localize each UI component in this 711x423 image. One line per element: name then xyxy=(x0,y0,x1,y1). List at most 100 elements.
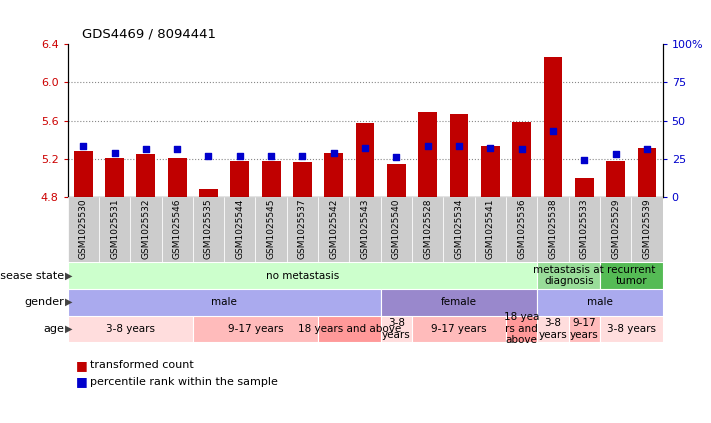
Text: GSM1025535: GSM1025535 xyxy=(204,199,213,259)
Point xyxy=(359,145,371,151)
Bar xyxy=(318,197,349,262)
Bar xyxy=(600,262,663,289)
Point xyxy=(140,146,151,153)
Bar xyxy=(68,289,381,316)
Point xyxy=(109,149,120,156)
Bar xyxy=(638,148,656,197)
Point xyxy=(77,143,89,150)
Text: 18 years and above: 18 years and above xyxy=(298,324,401,334)
Bar xyxy=(569,316,600,342)
Bar xyxy=(412,316,506,342)
Bar xyxy=(538,316,569,342)
Bar xyxy=(168,158,186,197)
Text: age: age xyxy=(43,324,64,334)
Bar xyxy=(418,112,437,197)
Text: GDS4469 / 8094441: GDS4469 / 8094441 xyxy=(82,27,215,40)
Text: 3-8
years: 3-8 years xyxy=(539,318,567,340)
Text: GSM1025546: GSM1025546 xyxy=(173,199,182,259)
Text: ▶: ▶ xyxy=(65,297,73,307)
Text: GSM1025536: GSM1025536 xyxy=(517,199,526,259)
Bar xyxy=(68,316,193,342)
Bar xyxy=(130,197,161,262)
Text: GSM1025530: GSM1025530 xyxy=(79,199,87,259)
Text: 9-17 years: 9-17 years xyxy=(432,324,487,334)
Bar xyxy=(381,316,412,342)
Text: percentile rank within the sample: percentile rank within the sample xyxy=(90,376,278,387)
Text: GSM1025534: GSM1025534 xyxy=(454,199,464,259)
Bar xyxy=(161,197,193,262)
Text: GSM1025542: GSM1025542 xyxy=(329,199,338,259)
Text: 9-17
years: 9-17 years xyxy=(570,318,599,340)
Bar xyxy=(255,197,287,262)
Text: recurrent
tumor: recurrent tumor xyxy=(607,265,656,286)
Point xyxy=(485,145,496,151)
Bar xyxy=(444,197,475,262)
Text: GSM1025531: GSM1025531 xyxy=(110,199,119,259)
Point xyxy=(265,152,277,159)
Text: 18 yea
rs and
above: 18 yea rs and above xyxy=(504,312,540,346)
Bar xyxy=(544,57,562,197)
Text: GSM1025538: GSM1025538 xyxy=(548,199,557,259)
Bar xyxy=(193,316,318,342)
Text: transformed count: transformed count xyxy=(90,360,194,371)
Point xyxy=(422,143,434,150)
Point xyxy=(641,146,653,153)
Point xyxy=(516,146,528,153)
Bar xyxy=(600,197,631,262)
Point xyxy=(296,152,308,159)
Bar xyxy=(356,124,375,197)
Bar xyxy=(381,197,412,262)
Bar xyxy=(324,153,343,197)
Bar xyxy=(105,158,124,197)
Bar xyxy=(506,197,538,262)
Text: ■: ■ xyxy=(76,375,88,388)
Bar xyxy=(199,189,218,197)
Text: ▶: ▶ xyxy=(65,271,73,280)
Text: gender: gender xyxy=(24,297,64,307)
Text: no metastasis: no metastasis xyxy=(266,271,339,280)
Bar xyxy=(481,146,500,197)
Text: male: male xyxy=(587,297,613,307)
Bar xyxy=(137,154,155,197)
Bar xyxy=(230,161,250,197)
Bar xyxy=(513,123,531,197)
Bar xyxy=(68,197,99,262)
Text: GSM1025545: GSM1025545 xyxy=(267,199,276,259)
Bar xyxy=(631,197,663,262)
Bar xyxy=(538,197,569,262)
Text: GSM1025541: GSM1025541 xyxy=(486,199,495,259)
Point xyxy=(391,154,402,160)
Bar xyxy=(262,162,281,197)
Bar xyxy=(287,197,318,262)
Text: ■: ■ xyxy=(76,359,88,372)
Text: 3-8 years: 3-8 years xyxy=(606,324,656,334)
Bar xyxy=(575,178,594,197)
Text: female: female xyxy=(441,297,477,307)
Text: GSM1025543: GSM1025543 xyxy=(360,199,370,259)
Point xyxy=(234,152,245,159)
Text: GSM1025532: GSM1025532 xyxy=(141,199,150,259)
Bar xyxy=(293,162,312,197)
Point xyxy=(610,151,621,157)
Bar xyxy=(381,289,538,316)
Bar xyxy=(68,262,538,289)
Point xyxy=(171,146,183,153)
Text: GSM1025539: GSM1025539 xyxy=(643,199,651,259)
Text: ▶: ▶ xyxy=(65,324,73,334)
Point xyxy=(203,152,214,159)
Text: metastasis at
diagnosis: metastasis at diagnosis xyxy=(533,265,604,286)
Point xyxy=(547,128,559,135)
Bar xyxy=(538,289,663,316)
Bar xyxy=(318,316,381,342)
Point xyxy=(579,157,590,164)
Bar xyxy=(99,197,130,262)
Bar xyxy=(193,197,224,262)
Bar xyxy=(74,151,92,197)
Bar xyxy=(569,197,600,262)
Text: GSM1025528: GSM1025528 xyxy=(423,199,432,259)
Bar xyxy=(600,316,663,342)
Text: 9-17 years: 9-17 years xyxy=(228,324,283,334)
Text: GSM1025533: GSM1025533 xyxy=(580,199,589,259)
Text: GSM1025540: GSM1025540 xyxy=(392,199,401,259)
Text: 3-8 years: 3-8 years xyxy=(106,324,155,334)
